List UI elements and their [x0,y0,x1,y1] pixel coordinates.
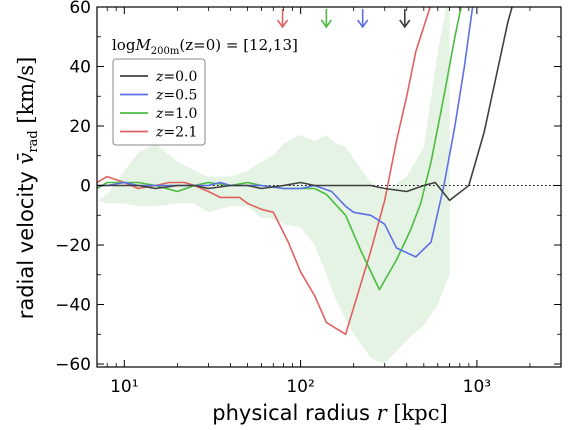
y-tick-label: 0 [80,177,91,197]
legend-box [112,58,206,146]
arrow-marker-head [399,19,411,29]
x-tick-label: 10¹ [110,377,138,397]
series-line-z-0-5 [97,7,474,258]
y-axis-label: radial velocity v̄rad [km/s] [14,57,41,320]
arrow-marker-head [320,19,333,29]
legend: z=0.0 z=0.5 z=1.0 z=2.1 [112,58,206,146]
mass-annotation: logM200m(z=0) = [12,13] [112,36,298,57]
y-tick-label: −20 [55,236,91,256]
x-tick-label: 10³ [463,377,491,397]
x-tick-label: 10² [286,377,314,397]
legend-label: z=0.5 [155,88,197,104]
legend-label: z=2.1 [155,125,197,141]
legend-label: z=0.0 [155,69,197,85]
y-tick-label: −40 [55,296,91,316]
plot-frame [96,6,562,368]
y-tick-label: 60 [69,0,91,18]
arrow-marker-head [357,19,369,29]
y-tick-label: −60 [55,355,91,375]
y-tick-label: 20 [69,117,91,137]
legend-label: z=1.0 [155,106,197,122]
arrow-marker-head [276,19,289,29]
y-tick-label: 40 [69,58,91,78]
series-line-z-0-0 [97,7,513,202]
x-axis-label: physical radius r [kpc] [212,401,447,425]
